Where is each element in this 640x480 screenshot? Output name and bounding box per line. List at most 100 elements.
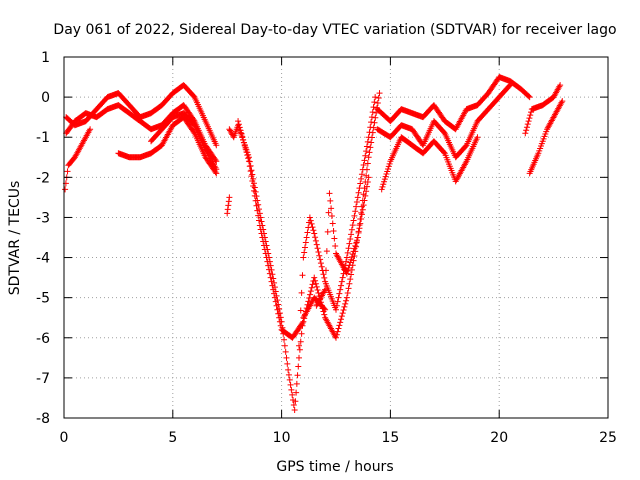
series-track-o bbox=[526, 98, 566, 177]
data-point bbox=[506, 83, 513, 90]
data-point bbox=[272, 298, 279, 305]
data-point bbox=[312, 234, 319, 241]
data-point bbox=[226, 126, 233, 133]
data-point bbox=[317, 256, 324, 263]
data-point bbox=[359, 166, 366, 173]
y-tick-label: -6 bbox=[36, 331, 50, 347]
data-point bbox=[249, 178, 256, 185]
data-point bbox=[361, 157, 368, 164]
data-point bbox=[308, 284, 315, 291]
data-point bbox=[313, 283, 320, 290]
data-point bbox=[299, 319, 306, 326]
data-point bbox=[336, 290, 343, 297]
data-point bbox=[385, 163, 392, 170]
data-point bbox=[385, 165, 392, 172]
data-point bbox=[311, 230, 318, 237]
x-tick-label: 15 bbox=[381, 430, 399, 446]
data-point bbox=[306, 214, 313, 221]
data-point bbox=[329, 220, 336, 227]
data-point bbox=[338, 313, 345, 320]
data-point bbox=[349, 251, 356, 258]
data-point bbox=[348, 231, 355, 238]
data-point bbox=[190, 128, 197, 135]
data-point bbox=[341, 303, 348, 310]
data-point bbox=[348, 256, 355, 263]
data-point bbox=[367, 124, 374, 131]
data-point bbox=[338, 278, 345, 285]
data-point bbox=[522, 130, 529, 137]
data-point bbox=[352, 208, 359, 215]
data-point bbox=[371, 99, 378, 106]
data-point bbox=[254, 207, 261, 214]
data-point bbox=[347, 276, 354, 283]
data-point bbox=[347, 259, 354, 266]
data-point bbox=[260, 238, 267, 245]
data-point bbox=[363, 183, 370, 190]
data-point bbox=[317, 260, 324, 267]
series-track-n bbox=[522, 82, 564, 137]
data-point bbox=[322, 267, 329, 274]
data-point bbox=[359, 206, 366, 213]
data-point bbox=[297, 307, 304, 314]
data-point bbox=[345, 285, 352, 292]
data-point bbox=[277, 322, 284, 329]
data-point bbox=[331, 235, 338, 242]
data-point bbox=[346, 262, 353, 269]
data-point bbox=[526, 94, 533, 101]
data-point bbox=[224, 206, 231, 213]
data-point bbox=[268, 278, 275, 285]
data-point bbox=[353, 203, 360, 210]
data-point bbox=[327, 197, 334, 204]
data-point bbox=[213, 166, 220, 173]
y-tick-label: -1 bbox=[36, 130, 50, 146]
data-point bbox=[350, 257, 357, 264]
data-point bbox=[343, 297, 350, 304]
data-point bbox=[361, 197, 368, 204]
data-point bbox=[252, 197, 259, 204]
data-point bbox=[238, 130, 245, 137]
data-point bbox=[350, 248, 357, 255]
data-point bbox=[523, 124, 530, 131]
data-point bbox=[245, 158, 252, 165]
data-point bbox=[285, 366, 292, 373]
data-point bbox=[281, 336, 288, 343]
data-point bbox=[353, 199, 360, 206]
data-point bbox=[311, 274, 318, 281]
data-point bbox=[378, 186, 385, 193]
data-point bbox=[379, 183, 386, 190]
data-point bbox=[523, 127, 530, 134]
plot-frame bbox=[63, 56, 609, 419]
data-point bbox=[296, 325, 303, 332]
data-point bbox=[303, 234, 310, 241]
data-point bbox=[368, 139, 375, 146]
data-point bbox=[343, 270, 350, 277]
data-point bbox=[270, 275, 277, 282]
data-point bbox=[306, 294, 313, 301]
data-point bbox=[297, 338, 304, 345]
data-point bbox=[292, 398, 299, 405]
data-point bbox=[355, 229, 362, 236]
data-point bbox=[236, 124, 243, 131]
y-tick-label: 1 bbox=[41, 50, 50, 66]
data-point bbox=[334, 298, 341, 305]
data-point bbox=[295, 363, 302, 370]
data-point bbox=[259, 234, 266, 241]
data-point bbox=[314, 245, 321, 252]
data-point bbox=[309, 224, 316, 231]
data-point bbox=[330, 227, 337, 234]
series-track-k bbox=[374, 74, 533, 133]
data-point bbox=[358, 211, 365, 218]
data-point bbox=[310, 227, 317, 234]
data-point bbox=[307, 291, 314, 298]
data-point bbox=[326, 190, 333, 197]
data-point bbox=[305, 298, 312, 305]
data-point bbox=[258, 230, 265, 237]
data-point bbox=[256, 222, 263, 229]
data-point bbox=[357, 220, 364, 227]
data-point bbox=[273, 302, 280, 309]
data-point bbox=[240, 139, 247, 146]
data-point bbox=[365, 174, 372, 181]
data-point bbox=[275, 310, 282, 317]
data-point bbox=[300, 254, 307, 261]
data-point bbox=[321, 311, 328, 318]
